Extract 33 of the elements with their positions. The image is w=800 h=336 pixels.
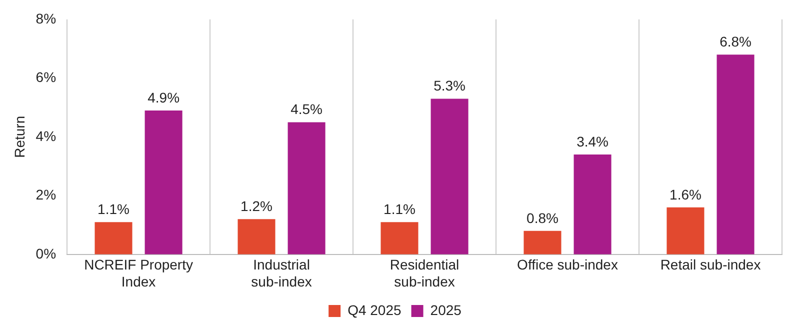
data-label: 4.5% — [290, 101, 323, 118]
data-label: 5.3% — [434, 78, 466, 94]
y-tick-label: 0% — [36, 245, 56, 262]
bar — [574, 154, 612, 254]
bar — [238, 219, 276, 254]
x-tick-label: Office sub-index — [517, 256, 618, 273]
y-tick-label: 6% — [36, 69, 56, 86]
data-label: 1.2% — [240, 198, 272, 214]
bar — [288, 122, 326, 254]
y-axis-title: Return — [11, 116, 28, 158]
data-label: 6.8% — [720, 34, 752, 50]
data-label: 4.9% — [148, 89, 180, 106]
x-tick-label: NCREIF Property Index — [84, 256, 193, 290]
legend-label: 2025 — [430, 302, 462, 318]
data-label: 1.1% — [384, 200, 416, 217]
y-tick-label: 8% — [36, 10, 56, 26]
bar — [430, 98, 468, 254]
bar — [144, 110, 182, 254]
x-tick-label: Retail sub-index — [660, 256, 761, 273]
bar — [716, 54, 754, 254]
data-label: 0.8% — [526, 210, 558, 226]
data-label: 1.1% — [98, 200, 130, 217]
bar — [94, 222, 132, 254]
y-tick-label: 2% — [36, 186, 56, 203]
bar — [380, 222, 418, 254]
data-label: 3.4% — [576, 133, 608, 150]
legend-label: Q4 2025 — [348, 302, 402, 318]
bar — [524, 230, 562, 254]
x-tick-label: Residential sub-index — [390, 256, 460, 290]
x-tick-label: Industrial sub-index — [251, 256, 312, 290]
data-label: 1.6% — [670, 186, 702, 202]
bar — [666, 207, 704, 254]
y-tick-label: 4% — [36, 128, 56, 144]
